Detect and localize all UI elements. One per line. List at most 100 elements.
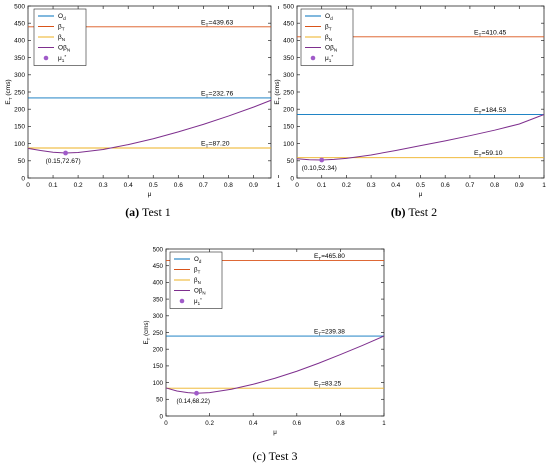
- y-axis-label: ET (cms): [143, 320, 151, 344]
- x-tick-label: 0: [26, 182, 30, 189]
- y-tick-label: 200: [14, 107, 25, 114]
- y-tick-label: 0: [290, 175, 294, 182]
- y-tick-label: 250: [283, 89, 294, 96]
- x-tick-label: 0.3: [367, 182, 376, 189]
- reference-line-label: ET=465.80: [314, 253, 345, 261]
- x-tick-label: 0.7: [199, 182, 208, 189]
- y-tick-label: 450: [153, 263, 164, 270]
- x-tick-label: 0.6: [174, 182, 183, 189]
- y-tick-label: 0: [21, 175, 25, 182]
- x-tick-label: 0.5: [416, 182, 425, 189]
- legend-label: βN: [325, 34, 332, 42]
- legend-label: OβN: [194, 288, 206, 296]
- legend-label: Od: [325, 13, 333, 21]
- y-tick-label: 50: [287, 158, 295, 165]
- y-tick-label: 200: [153, 347, 164, 354]
- x-tick-label: 0.2: [205, 420, 214, 427]
- caption-test-3: (c) Test 3: [215, 449, 335, 464]
- optimum-point: [63, 150, 68, 156]
- legend-label: μ1*: [325, 54, 333, 63]
- legend-label: βT: [325, 24, 332, 32]
- legend-label: μ1*: [194, 297, 202, 306]
- y-tick-label: 500: [283, 3, 294, 10]
- optimum-point: [194, 390, 199, 396]
- x-tick-label: 0.9: [249, 182, 258, 189]
- x-tick-label: 1: [277, 182, 281, 189]
- caption-label: (c): [252, 449, 266, 463]
- optimum-point: [319, 157, 325, 163]
- x-tick-label: 0.6: [441, 182, 450, 189]
- legend-label: μ1*: [58, 54, 66, 63]
- caption-label: (a): [125, 205, 140, 219]
- reference-line-label: ET=87.20: [201, 141, 230, 150]
- x-tick-label: 0: [295, 182, 299, 189]
- y-tick-label: 450: [14, 21, 25, 28]
- o-beta-n-curve: [296, 114, 545, 161]
- chart-svg: 0 50 100 150 200 250 300 350 400 450 500 0 0.1 0.2 0.3…: [274, 3, 546, 198]
- o-beta-n-curve: [27, 99, 272, 154]
- y-tick-label: 500: [153, 246, 164, 253]
- x-tick-label: 0.8: [490, 182, 499, 189]
- x-tick-label: 0.6: [292, 420, 301, 427]
- reference-line-label: ET=59.10: [474, 150, 503, 159]
- y-tick-label: 400: [283, 38, 294, 45]
- y-tick-label: 0: [160, 413, 164, 420]
- x-tick-label: 0.4: [391, 182, 400, 189]
- y-tick-label: 500: [14, 3, 25, 10]
- y-tick-label: 300: [153, 313, 164, 320]
- x-tick-label: 0: [164, 420, 168, 427]
- x-tick-label: 0.8: [336, 420, 345, 427]
- caption-text: Test 3: [268, 449, 298, 463]
- chart-panel-test-1: 0 50 100 150 200 250 300 350 400 450 500 0 0.1 0.2 0.3…: [0, 0, 281, 222]
- legend-label: OβN: [325, 45, 337, 53]
- o-beta-n-curve: [165, 335, 385, 394]
- x-tick-label: 0.5: [149, 182, 158, 189]
- y-tick-label: 100: [283, 141, 294, 148]
- chart-panel-test-2: 0 50 100 150 200 250 300 350 400 450 500 0 0.1 0.2 0.3…: [274, 0, 550, 222]
- y-tick-label: 100: [153, 380, 164, 387]
- reference-line-label: ET=239.38: [314, 329, 345, 337]
- y-tick-label: 150: [14, 124, 25, 131]
- x-tick-label: 0.8: [224, 182, 233, 189]
- y-tick-label: 300: [283, 72, 294, 79]
- y-tick-label: 400: [14, 38, 25, 45]
- y-tick-label: 50: [156, 397, 163, 404]
- y-tick-label: 150: [283, 124, 294, 131]
- reference-line-label: ET=232.76: [201, 90, 234, 99]
- y-tick-label: 250: [153, 330, 164, 337]
- legend-label: Od: [194, 256, 202, 264]
- y-tick-label: 450: [283, 21, 294, 28]
- chart-panel-test-3: 0 50 100 150 200 250 300 350 400 450 500 0 0.2 0.4 0.6…: [130, 240, 420, 442]
- reference-line-label: ET=410.45: [474, 29, 507, 38]
- y-tick-label: 250: [14, 89, 25, 96]
- x-tick-label: 0.1: [317, 182, 326, 189]
- optimum-label: (0.14,68.22): [177, 398, 210, 405]
- x-axis-label: μ: [273, 429, 277, 436]
- y-tick-label: 200: [283, 107, 294, 114]
- x-axis-label: μ: [419, 191, 423, 198]
- optimum-label: (0.15,72.67): [46, 158, 81, 165]
- legend-label: βN: [58, 34, 65, 42]
- legend-label: Od: [58, 13, 66, 21]
- legend-marker-mu1-star: [310, 55, 316, 61]
- caption-text: Test 2: [408, 205, 438, 219]
- legend-marker-mu1-star: [43, 55, 49, 61]
- x-tick-label: 0.3: [99, 182, 108, 189]
- legend-label: βT: [194, 267, 201, 275]
- x-tick-label: 0.2: [342, 182, 351, 189]
- y-tick-label: 400: [153, 280, 164, 287]
- optimum-label: (0.10,52.34): [302, 165, 337, 172]
- y-tick-label: 150: [153, 363, 164, 370]
- x-axis-label: μ: [148, 191, 152, 198]
- x-tick-label: 0.4: [124, 182, 133, 189]
- reference-line-label: ET=184.53: [474, 107, 507, 116]
- y-axis-label: ET (cms): [274, 79, 282, 104]
- y-tick-label: 100: [14, 141, 25, 148]
- reference-line-label: ET=83.25: [314, 381, 342, 389]
- legend-marker-mu1-star: [179, 298, 185, 304]
- y-tick-label: 350: [14, 55, 25, 62]
- y-tick-label: 350: [283, 55, 294, 62]
- x-tick-label: 0.2: [74, 182, 83, 189]
- x-tick-label: 1: [382, 420, 386, 427]
- caption-text: Test 1: [141, 205, 171, 219]
